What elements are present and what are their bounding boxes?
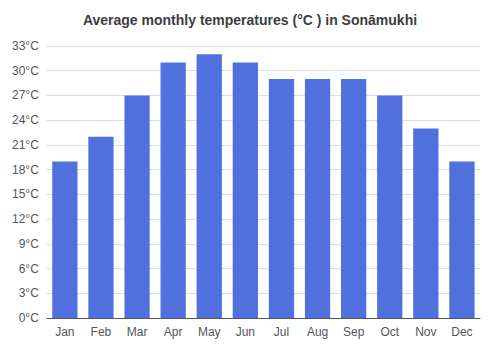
svg-text:24°C: 24°C <box>12 113 39 127</box>
svg-text:3°C: 3°C <box>19 286 39 300</box>
svg-text:Average monthly temperatures (: Average monthly temperatures (°C ) in So… <box>83 12 417 28</box>
svg-text:Feb: Feb <box>91 325 112 339</box>
svg-text:30°C: 30°C <box>12 64 39 78</box>
svg-text:May: May <box>198 325 221 339</box>
svg-text:Jul: Jul <box>274 325 289 339</box>
svg-text:18°C: 18°C <box>12 163 39 177</box>
svg-text:27°C: 27°C <box>12 88 39 102</box>
svg-text:Sep: Sep <box>343 325 365 339</box>
svg-text:Jan: Jan <box>55 325 74 339</box>
svg-text:Mar: Mar <box>127 325 148 339</box>
svg-text:Apr: Apr <box>164 325 183 339</box>
svg-text:Aug: Aug <box>307 325 328 339</box>
svg-text:33°C: 33°C <box>12 39 39 53</box>
svg-text:12°C: 12°C <box>12 212 39 226</box>
svg-text:Jun: Jun <box>236 325 255 339</box>
svg-text:Dec: Dec <box>451 325 472 339</box>
svg-text:6°C: 6°C <box>19 262 39 276</box>
svg-text:21°C: 21°C <box>12 138 39 152</box>
svg-text:Nov: Nov <box>415 325 436 339</box>
svg-text:Oct: Oct <box>380 325 399 339</box>
svg-text:9°C: 9°C <box>19 237 39 251</box>
svg-text:15°C: 15°C <box>12 187 39 201</box>
svg-text:0°C: 0°C <box>19 311 39 325</box>
